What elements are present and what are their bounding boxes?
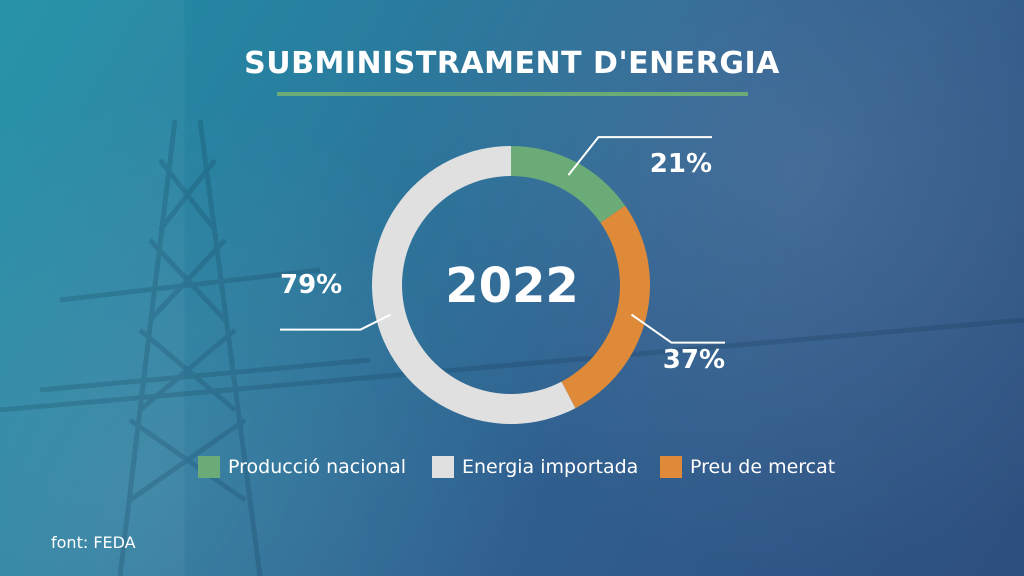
donut-slice-producció-nacional: [511, 146, 626, 223]
donut-slice-energia-importada: [372, 146, 576, 425]
slice-value-label: 37%: [663, 345, 725, 375]
legend-label-energia-importada: Energia importada: [462, 456, 639, 478]
legend: Producció nacional Energia importada Pre…: [198, 456, 898, 486]
center-year-label: 2022: [445, 258, 579, 314]
legend-swatch-preu-de-mercat: [660, 456, 682, 478]
page-title: SUBMINISTRAMENT D'ENERGIA: [244, 46, 780, 81]
legend-swatch-produccio-nacional: [198, 456, 220, 478]
leader-line: [630, 313, 725, 344]
title-underline: [277, 92, 748, 96]
donut-slice-preu-de-mercat: [561, 205, 650, 409]
leader-line: [567, 136, 712, 176]
legend-swatch-energia-importada: [432, 456, 454, 478]
slice-value-label: 79%: [280, 270, 342, 300]
slice-value-label: 21%: [650, 149, 712, 179]
legend-label-produccio-nacional: Producció nacional: [228, 456, 407, 478]
leader-line: [280, 313, 392, 331]
source-note: font: FEDA: [51, 533, 136, 552]
legend-item-produccio-nacional: Producció nacional: [198, 456, 406, 478]
legend-item-preu-de-mercat: Preu de mercat: [660, 456, 835, 478]
legend-item-energia-importada: Energia importada: [432, 456, 638, 478]
legend-label-preu-de-mercat: Preu de mercat: [690, 456, 836, 478]
